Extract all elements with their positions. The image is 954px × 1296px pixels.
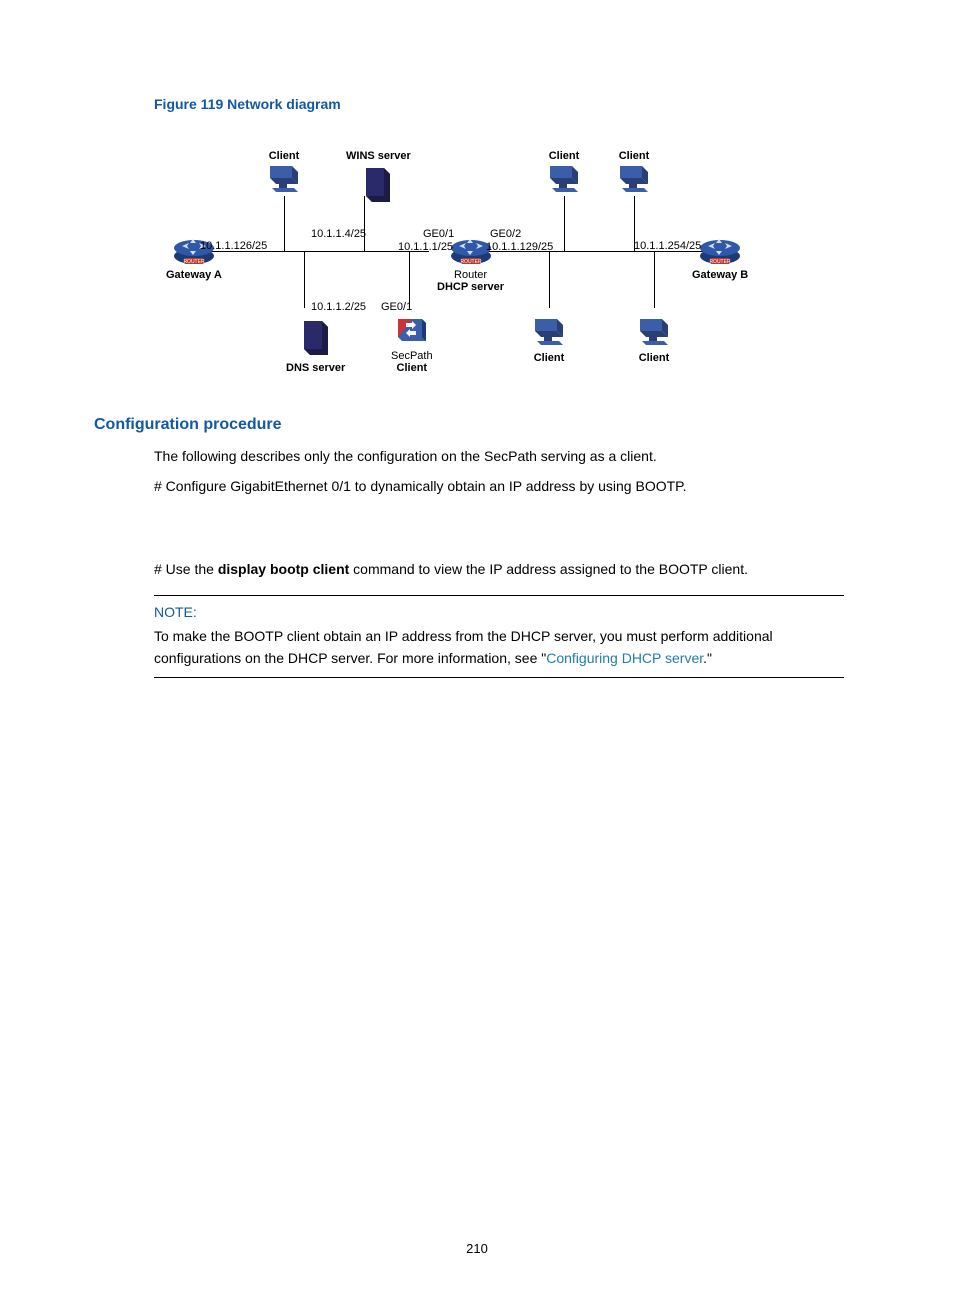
drop [284,196,285,251]
node-label: WINS server [346,150,411,162]
node-label: SecPath [391,350,433,362]
body-p3: # Use the display bootp client command t… [154,559,844,581]
server-icon [298,315,334,359]
edge-label: GE0/2 [490,228,521,240]
node-label: DNS server [286,362,345,374]
p3-strong: display bootp client [218,561,349,577]
svg-text:ROUTER: ROUTER [183,259,205,265]
drop [409,251,410,308]
note-label: NOTE: [154,604,844,620]
node-client-tl: Client [266,150,302,199]
p3-post: command to view the IP address assigned … [349,561,748,577]
figure-title: Figure 119 Network diagram [154,96,860,112]
client-icon [266,162,302,196]
node-client-br1: Client [531,315,567,364]
node-label: Client [616,150,652,162]
edge-label: 10.1.1.4/25 [311,228,366,240]
client-icon [546,162,582,196]
node-client-br2: Client [636,315,672,364]
note-box: NOTE: To make the BOOTP client obtain an… [154,595,844,678]
client-icon [636,315,672,349]
node-wins-server: WINS server [346,150,411,209]
body-p2: # Configure GigabitEthernet 0/1 to dynam… [154,476,844,498]
network-diagram: Client WINS server Client Client [154,120,814,390]
node-label: Gateway A [166,269,222,281]
router-icon: ROUTER [698,234,742,268]
node-label: Client [531,352,567,364]
drop [549,251,550,308]
client-icon [616,162,652,196]
node-client-tr2: Client [616,150,652,199]
edge-label: GE0/1 [381,301,412,313]
node-label: Router [437,269,504,281]
svg-text:ROUTER: ROUTER [710,259,732,265]
page-number: 210 [0,1241,954,1256]
node-label: Client [266,150,302,162]
section-title: Configuration procedure [94,416,860,434]
server-icon [360,162,396,206]
edge-label: 10.1.1.2/25 [311,301,366,313]
drop [564,196,565,251]
client-icon [531,315,567,349]
node-sublabel: DHCP server [437,281,504,293]
svg-text:ROUTER: ROUTER [460,259,482,265]
p3-pre: # Use the [154,561,218,577]
drop [654,251,655,308]
node-label: Client [546,150,582,162]
edge-label: 10.1.1.254/25 [634,240,701,252]
node-secpath: SecPath Client [391,315,433,374]
note-body: To make the BOOTP client obtain an IP ad… [154,626,844,669]
body-p1: The following describes only the configu… [154,446,844,468]
note-text-post: ." [703,650,712,666]
node-dns-server: DNS server [286,315,345,374]
edge-label: GE0/1 [423,228,454,240]
drop [304,251,305,308]
note-link[interactable]: Configuring DHCP server [546,650,703,666]
node-sublabel: Client [391,362,433,374]
edge-label: 10.1.1.129/25 [486,241,553,253]
edge-label: 10.1.1.1/25 [398,241,453,253]
node-client-tr1: Client [546,150,582,199]
secpath-icon [394,315,430,347]
edge-label: 10.1.1.126/25 [200,240,267,252]
node-label: Gateway B [692,269,748,281]
node-label: Client [636,352,672,364]
